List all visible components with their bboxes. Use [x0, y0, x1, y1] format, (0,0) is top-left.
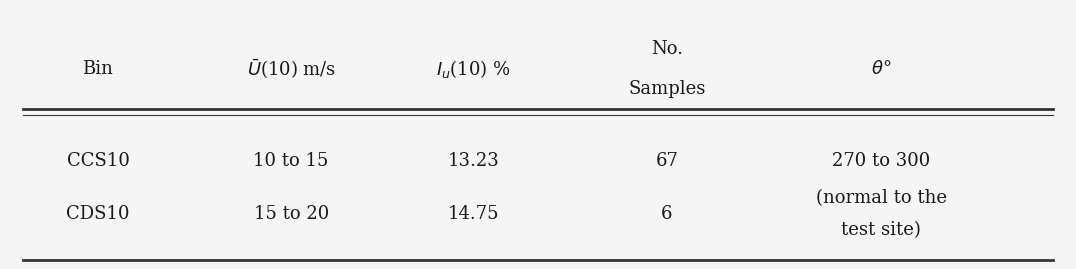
Text: Bin: Bin: [83, 60, 113, 78]
Text: No.: No.: [651, 40, 683, 58]
Text: 10 to 15: 10 to 15: [254, 152, 329, 170]
Text: $\bar{U}$(10) m/s: $\bar{U}$(10) m/s: [246, 58, 336, 81]
Text: CCS10: CCS10: [67, 152, 129, 170]
Text: 13.23: 13.23: [448, 152, 499, 170]
Text: $I_u$(10) %: $I_u$(10) %: [436, 58, 511, 80]
Text: (normal to the: (normal to the: [816, 189, 947, 207]
Text: $\theta$°: $\theta$°: [872, 60, 892, 78]
Text: 67: 67: [655, 152, 678, 170]
Text: Samples: Samples: [628, 80, 706, 98]
Text: 15 to 20: 15 to 20: [254, 205, 329, 223]
Text: 14.75: 14.75: [448, 205, 499, 223]
Text: 6: 6: [661, 205, 672, 223]
Text: 270 to 300: 270 to 300: [833, 152, 931, 170]
Text: CDS10: CDS10: [67, 205, 130, 223]
Text: test site): test site): [841, 221, 921, 239]
